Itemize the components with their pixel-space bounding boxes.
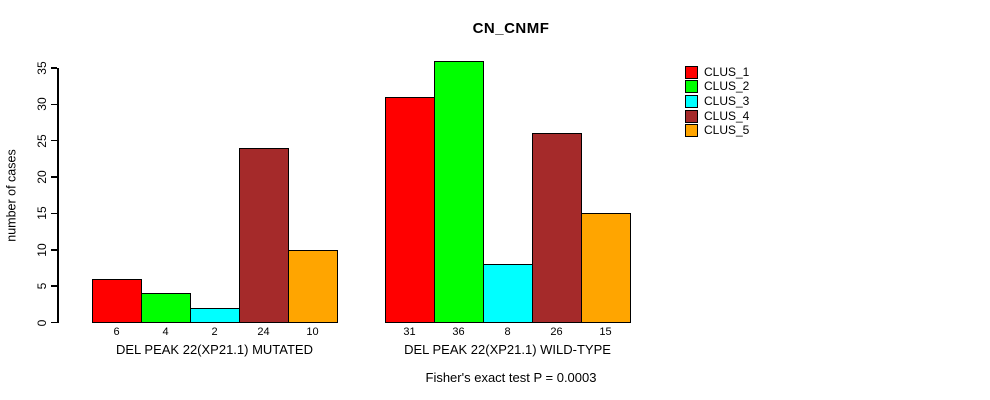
legend-label: CLUS_5 [704, 123, 750, 138]
y-tick-label: 20 [35, 170, 49, 184]
y-axis-title: number of cases [4, 149, 19, 242]
bar-clus_1 [385, 97, 435, 324]
bar-value-label: 31 [403, 326, 416, 338]
y-tick-mark [51, 67, 57, 69]
y-tick-label: 35 [35, 61, 49, 75]
legend-label: CLUS_4 [704, 108, 750, 123]
bar-value-label: 2 [211, 326, 218, 338]
y-tick-label: 10 [35, 243, 49, 257]
bar-clus_5 [288, 249, 338, 324]
bar-clus_3 [483, 264, 533, 324]
bar-value-label: 15 [599, 326, 612, 338]
y-tick-mark [51, 139, 57, 142]
y-tick-label: 30 [35, 97, 49, 112]
legend-item: CLUS_4 [685, 108, 750, 123]
chart-title: CN_CNMF [472, 20, 550, 37]
bar-value-label: 10 [306, 326, 319, 338]
legend-label: CLUS_2 [704, 79, 750, 94]
y-tick-label: 15 [35, 206, 49, 221]
y-tick-label: 25 [35, 134, 49, 148]
legend-item: CLUS_3 [685, 93, 750, 108]
bar-clus_4 [239, 147, 289, 324]
legend-swatch [685, 80, 698, 94]
y-tick-mark [51, 249, 57, 251]
legend-label: CLUS_1 [704, 64, 750, 79]
y-axis-line [57, 68, 59, 323]
bar-clus_2 [141, 293, 191, 324]
y-tick-label: 0 [35, 319, 49, 326]
bar-clus_5 [581, 213, 631, 324]
bar-clus_3 [190, 307, 240, 324]
y-tick-mark [51, 176, 57, 178]
group-label: DEL PEAK 22(XP21.1) MUTATED [116, 342, 313, 357]
bar-value-label: 6 [113, 326, 120, 338]
group-label: DEL PEAK 22(XP21.1) WILD-TYPE [404, 342, 611, 357]
y-tick-mark [51, 103, 57, 106]
bar-clus_1 [92, 278, 142, 324]
bar-value-label: 8 [504, 326, 511, 338]
bar-value-label: 4 [162, 326, 169, 338]
bar-clus_2 [434, 60, 484, 324]
y-tick-mark [51, 212, 57, 215]
legend-swatch [685, 109, 698, 123]
y-tick-label: 5 [35, 282, 49, 290]
bar-value-label: 24 [257, 326, 270, 338]
bar-value-label: 36 [452, 326, 465, 338]
bar-clus_4 [532, 133, 582, 324]
legend-item: CLUS_5 [685, 123, 750, 138]
legend-swatch [685, 124, 698, 138]
legend-swatch [685, 65, 698, 79]
bar-value-label: 26 [550, 326, 563, 338]
legend-item: CLUS_2 [685, 79, 750, 94]
legend-swatch [685, 94, 698, 108]
y-tick-mark [51, 285, 57, 287]
fisher-test-caption: Fisher's exact test P = 0.0003 [425, 370, 597, 385]
legend-label: CLUS_3 [704, 93, 750, 108]
legend-item: CLUS_1 [685, 64, 750, 79]
y-tick-mark [51, 321, 57, 324]
